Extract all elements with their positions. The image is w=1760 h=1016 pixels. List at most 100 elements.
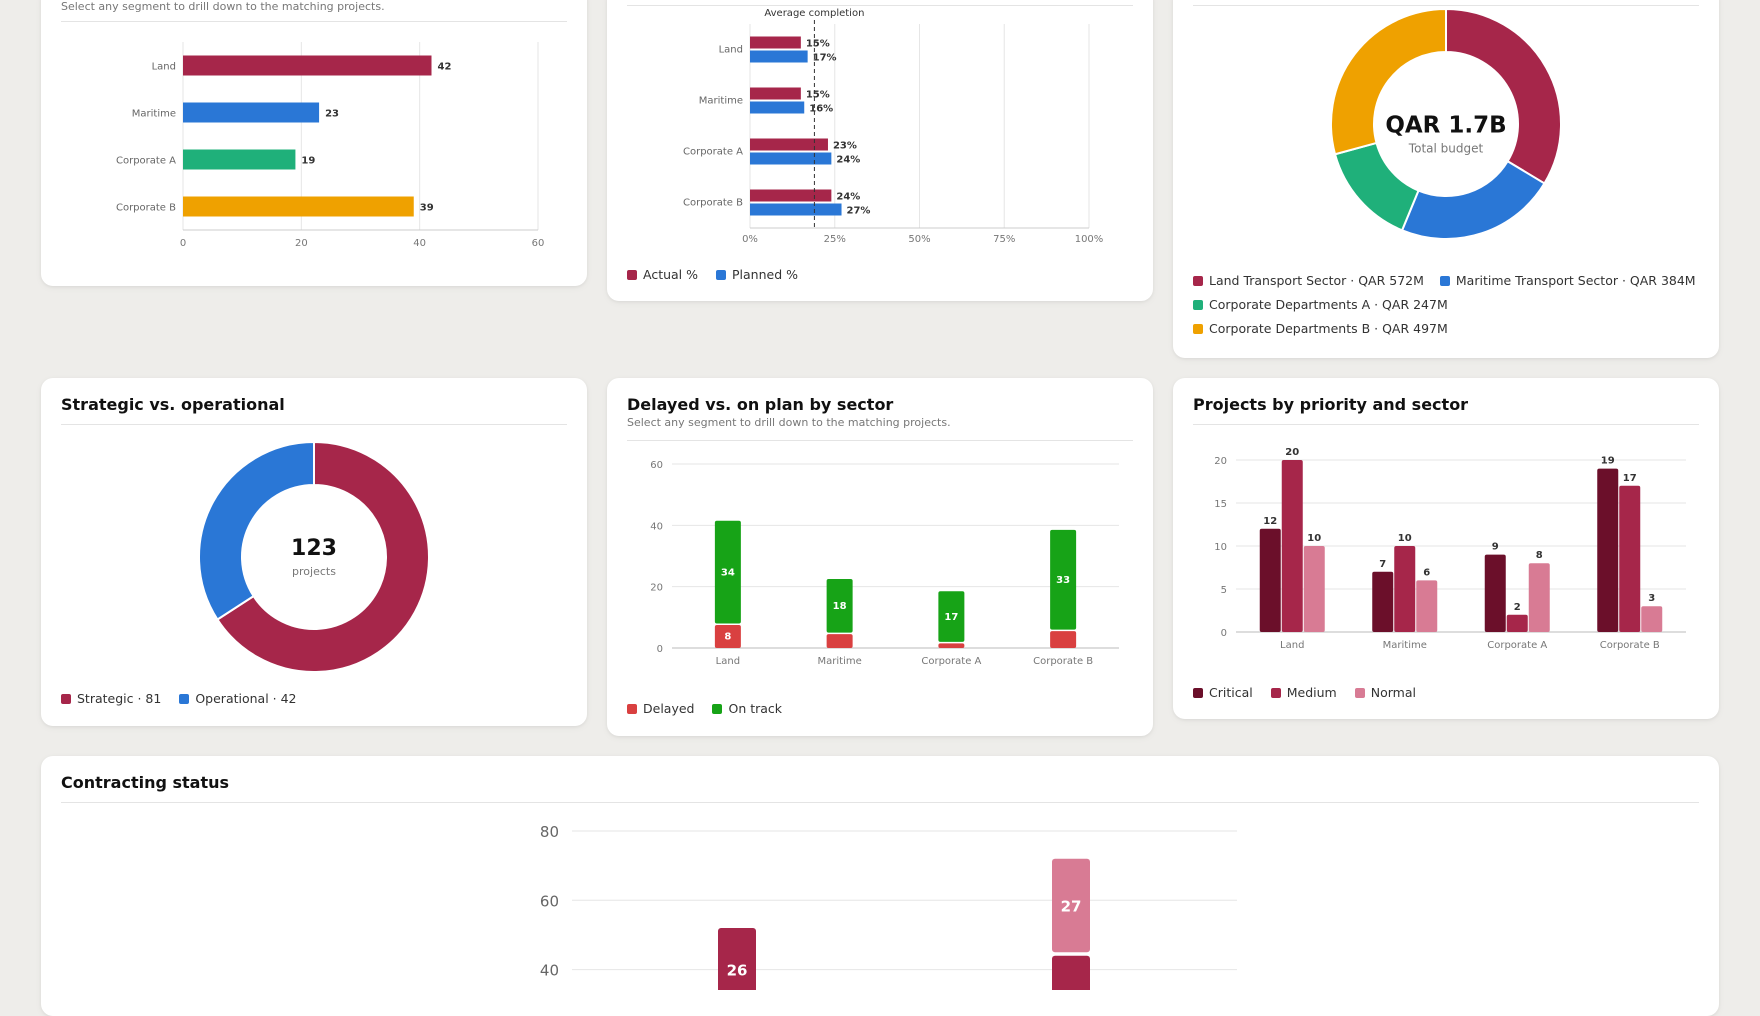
bar-corporate-b[interactable] xyxy=(183,196,414,217)
bar-segment-1[interactable] xyxy=(718,928,756,990)
legend-item-medium[interactable]: Medium xyxy=(1270,685,1337,700)
bar-critical-corporate-b[interactable] xyxy=(1597,468,1619,632)
bar-medium-corporate-b[interactable] xyxy=(1619,485,1641,632)
bar-corporate-a[interactable] xyxy=(183,149,296,170)
strategic-donut-chart[interactable] xyxy=(41,378,587,678)
y-tick-label: 5 xyxy=(1221,585,1227,596)
legend-item-planned[interactable]: Planned % xyxy=(716,267,798,282)
budget-legend: Land Transport Sector · QAR 572M Maritime… xyxy=(1193,273,1713,336)
bar-on-track-maritime[interactable] xyxy=(826,578,853,633)
bar-on-track-corporate-b[interactable] xyxy=(1050,529,1077,630)
legend-label: Delayed xyxy=(643,701,695,716)
bar-normal-maritime[interactable] xyxy=(1416,580,1438,632)
bar-planned-corporate-b[interactable] xyxy=(750,203,842,216)
bar-maritime[interactable] xyxy=(183,102,320,123)
bar-value-label: 27 xyxy=(1061,897,1082,915)
bar-value-label: 12 xyxy=(1263,516,1277,527)
category-label: Land xyxy=(152,62,176,73)
bar-actual-maritime[interactable] xyxy=(750,87,801,100)
category-label: Maritime xyxy=(132,109,176,120)
bar-on-track-corporate-a[interactable] xyxy=(938,591,965,642)
legend-item-land-transport-sector-qar-572m[interactable]: Land Transport Sector · QAR 572M xyxy=(1193,273,1424,288)
legend-swatch xyxy=(712,703,723,714)
bar-planned-corporate-a[interactable] xyxy=(750,152,832,165)
donut-slice-corporate-departments-b[interactable] xyxy=(1330,7,1447,156)
donut-slice-strategic[interactable] xyxy=(216,440,430,673)
bar-value-label: 24% xyxy=(836,155,860,166)
bar-critical-maritime[interactable] xyxy=(1372,571,1394,632)
category-label: Corporate A xyxy=(116,156,176,167)
bar-delayed-maritime[interactable] xyxy=(826,634,853,648)
bar-value-label: 3 xyxy=(1648,593,1655,604)
legend-item-operational-42[interactable]: Operational · 42 xyxy=(179,691,297,706)
bar-normal-land[interactable] xyxy=(1303,546,1325,632)
donut-slice-corporate-departments-a[interactable] xyxy=(1333,141,1420,232)
bar-medium-maritime[interactable] xyxy=(1394,546,1416,632)
bar-delayed-corporate-a[interactable] xyxy=(938,643,965,648)
legend-item-on-track[interactable]: On track xyxy=(712,701,782,716)
category-label: Maritime xyxy=(1383,640,1427,651)
contracting-stacked-chart[interactable]: 40 60 80 26 27 xyxy=(41,756,1719,990)
x-tick-label: 60 xyxy=(532,238,545,249)
card-subtitle: Select any segment to drill down to the … xyxy=(627,416,951,429)
legend-item-strategic-81[interactable]: Strategic · 81 xyxy=(61,691,161,706)
bar-value-label: 42 xyxy=(438,62,452,73)
legend-item-corporate-departments-b-qar-497m[interactable]: Corporate Departments B · QAR 497M xyxy=(1193,321,1448,336)
legend-swatch xyxy=(61,693,71,704)
y-tick-label: 40 xyxy=(540,962,559,980)
bar-medium-land[interactable] xyxy=(1281,460,1303,632)
legend-item-maritime-transport-sector-qar-384m[interactable]: Maritime Transport Sector · QAR 384M xyxy=(1439,273,1696,288)
bar-delayed-corporate-b[interactable] xyxy=(1050,631,1077,648)
x-tick-label: 25% xyxy=(824,234,846,245)
legend-swatch xyxy=(1193,687,1203,698)
bar-normal-corporate-a[interactable] xyxy=(1528,563,1550,632)
donut-slice-maritime-transport-sector[interactable] xyxy=(1400,159,1546,240)
strategic-card: Strategic vs. operational 123 projects S… xyxy=(41,378,587,726)
bar-value-label: 10 xyxy=(1307,533,1321,544)
bar-land[interactable] xyxy=(183,55,432,76)
legend-item-delayed[interactable]: Delayed xyxy=(627,701,694,716)
sector-hbar-chart[interactable]: 0 20 40 60 Land 42 Maritime 23 Corporate A 19 Corp… xyxy=(41,0,587,286)
budget-donut-center: QAR 1.7B Total budget xyxy=(1385,113,1506,156)
donut-slice-operational[interactable] xyxy=(198,440,315,621)
project-count-label: projects xyxy=(292,565,336,578)
legend-item-critical[interactable]: Critical xyxy=(1193,685,1253,700)
delayed-stacked-chart[interactable]: 0 20 40 60 8 34 Land 18 Maritime 17 Corporate A 33 C… xyxy=(607,378,1153,678)
y-tick-label: 80 xyxy=(540,823,559,841)
bar-planned-maritime[interactable] xyxy=(750,101,805,114)
card-divider xyxy=(61,424,567,425)
legend-item-corporate-departments-a-qar-247m[interactable]: Corporate Departments A · QAR 247M xyxy=(1193,297,1448,312)
bar-actual-corporate-b[interactable] xyxy=(750,189,832,202)
completion-chart[interactable]: 0% 25% 50% 75% 100% Land 15% 17% Maritime 15% 16% C… xyxy=(607,0,1153,258)
bar-on-track-land[interactable] xyxy=(714,520,741,624)
completion-legend: Actual % Planned % xyxy=(627,267,798,282)
bar-value-label: 15% xyxy=(806,39,830,50)
x-tick-label: 20 xyxy=(295,238,308,249)
legend-label: Operational · 42 xyxy=(195,691,297,706)
bar-value-label: 17% xyxy=(813,53,837,64)
bar-value-label: 9 xyxy=(1492,542,1499,553)
category-label: Maritime xyxy=(699,96,743,107)
bar-medium-corporate-a[interactable] xyxy=(1506,614,1528,632)
bar-actual-land[interactable] xyxy=(750,36,801,49)
category-label: Corporate A xyxy=(683,147,743,158)
legend-item-normal[interactable]: Normal xyxy=(1354,685,1416,700)
bar-segment-lower[interactable] xyxy=(1052,955,1090,990)
card-divider xyxy=(1193,5,1699,6)
bar-normal-corporate-b[interactable] xyxy=(1641,606,1663,632)
bar-value-label: 10 xyxy=(1398,533,1412,544)
legend-item-actual[interactable]: Actual % xyxy=(627,267,698,282)
bar-actual-corporate-a[interactable] xyxy=(750,138,828,151)
bar-delayed-land[interactable] xyxy=(714,624,741,648)
contracting-card: Contracting status 40 60 80 26 27 xyxy=(41,756,1719,1016)
bar-planned-land[interactable] xyxy=(750,50,808,63)
y-tick-label: 0 xyxy=(657,644,663,655)
budget-donut-chart[interactable] xyxy=(1173,0,1719,250)
bar-critical-land[interactable] xyxy=(1259,528,1281,632)
card-divider xyxy=(61,21,567,22)
donut-slice-land-transport-sector[interactable] xyxy=(1445,7,1562,185)
legend-label: Strategic · 81 xyxy=(77,691,162,706)
bar-critical-corporate-a[interactable] xyxy=(1484,554,1506,632)
bar-segment-2[interactable] xyxy=(1052,858,1090,953)
priority-grouped-chart[interactable]: 0 5 10 15 20 12 20 10 Land 7 10 6 Maritime 9 2 8 Corpora… xyxy=(1173,378,1719,658)
